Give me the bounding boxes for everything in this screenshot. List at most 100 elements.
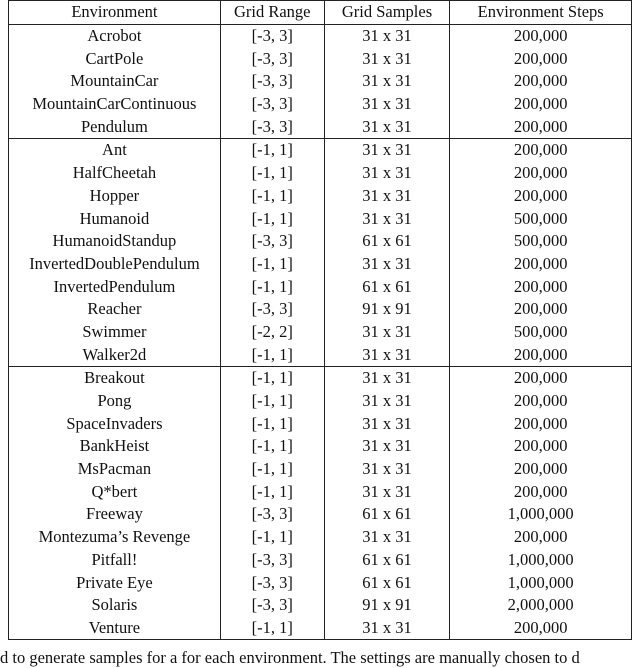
header-row: Environment Grid Range Grid Samples Envi…: [8, 0, 632, 25]
grid-range-cell: [-3, 3]: [219, 571, 325, 594]
table-row: MountainCarContinuous [-3, 3] 31 x 31 200,0…: [8, 92, 632, 116]
caption-text: d to generate samples for a for each env…: [0, 648, 580, 667]
table-row: Solaris [-3, 3] 91 x 91 2,000,000: [8, 593, 632, 617]
environment-cell: MountainCarContinuous: [8, 92, 221, 116]
grid-samples-cell: 31 x 31: [323, 457, 451, 481]
environment-steps-cell: 200,000: [449, 389, 632, 413]
table-row: Private Eye [-3, 3] 61 x 61 1,000,000: [8, 571, 632, 594]
environment-steps-cell: 500,000: [449, 320, 632, 344]
grid-samples-cell: 31 x 31: [323, 616, 451, 641]
table-row: Reacher [-3, 3] 91 x 91 200,000: [8, 297, 632, 321]
environment-cell: HalfCheetah: [8, 161, 221, 185]
grid-samples-cell: 31 x 31: [323, 161, 451, 185]
environment-steps-cell: 200,000: [449, 252, 632, 276]
environment-steps-cell: 200,000: [449, 525, 632, 549]
grid-range-cell: [-1, 1]: [219, 480, 325, 504]
environment-cell: SpaceInvaders: [8, 412, 221, 436]
environment-cell: Ant: [8, 138, 221, 162]
environment-cell: Acrobot: [8, 23, 221, 48]
table-row: InvertedDoublePendulum [-1, 1] 31 x 31 200,…: [8, 252, 632, 276]
grid-samples-cell: 31 x 31: [323, 207, 451, 230]
environment-cell: Solaris: [8, 593, 221, 617]
environment-steps-cell: 200,000: [449, 23, 632, 48]
environment-cell: Pendulum: [8, 115, 221, 139]
grid-range-cell: [-3, 3]: [219, 548, 325, 572]
table-row: Walker2d [-1, 1] 31 x 31 200,000: [8, 343, 632, 367]
environment-steps-cell: 500,000: [449, 229, 632, 253]
group-atari: Breakout [-1, 1] 31 x 31 200,000 Pong [-1, 1]…: [8, 365, 632, 641]
grid-range-cell: [-1, 1]: [219, 252, 325, 276]
grid-range-cell: [-3, 3]: [219, 115, 325, 139]
grid-samples-cell: 31 x 31: [323, 252, 451, 276]
environment-steps-cell: 200,000: [449, 480, 632, 504]
environment-cell: Humanoid: [8, 207, 221, 230]
table-row: MsPacman [-1, 1] 31 x 31 200,000: [8, 457, 632, 481]
table-row: Freeway [-3, 3] 61 x 61 1,000,000: [8, 503, 632, 526]
grid-range-cell: [-3, 3]: [219, 229, 325, 253]
grid-samples-cell: 31 x 31: [323, 320, 451, 344]
environment-steps-cell: 200,000: [449, 297, 632, 321]
table-row: HumanoidStandup [-3, 3] 61 x 61 500,000: [8, 229, 632, 253]
grid-range-cell: [-1, 1]: [219, 412, 325, 436]
grid-samples-cell: 31 x 31: [323, 343, 451, 367]
environment-cell: BankHeist: [8, 435, 221, 458]
table-row: Breakout [-1, 1] 31 x 31 200,000: [8, 365, 632, 390]
environment-cell: Swimmer: [8, 320, 221, 344]
environment-steps-cell: 200,000: [449, 412, 632, 436]
grid-range-cell: [-3, 3]: [219, 70, 325, 93]
environment-cell: HumanoidStandup: [8, 229, 221, 253]
environment-steps-cell: 200,000: [449, 70, 632, 93]
group-classic-control: Acrobot [-3, 3] 31 x 31 200,000 CartPole [-3,…: [8, 23, 632, 139]
table-row: Pitfall! [-3, 3] 61 x 61 1,000,000: [8, 548, 632, 572]
header-environment-steps: Environment Steps: [449, 0, 632, 25]
grid-range-cell: [-3, 3]: [219, 503, 325, 526]
grid-range-cell: [-1, 1]: [219, 389, 325, 413]
grid-samples-cell: 31 x 31: [323, 389, 451, 413]
environment-steps-cell: 2,000,000: [449, 593, 632, 617]
grid-range-cell: [-1, 1]: [219, 161, 325, 185]
grid-samples-cell: 61 x 61: [323, 548, 451, 572]
environment-steps-cell: 200,000: [449, 161, 632, 185]
grid-range-cell: [-1, 1]: [219, 184, 325, 208]
header-grid-range: Grid Range: [219, 0, 325, 25]
grid-range-cell: [-1, 1]: [219, 275, 325, 298]
table-row: Pong [-1, 1] 31 x 31 200,000: [8, 389, 632, 413]
table-row: Ant [-1, 1] 31 x 31 200,000: [8, 138, 632, 162]
grid-samples-cell: 61 x 61: [323, 571, 451, 594]
table-row: Hopper [-1, 1] 31 x 31 200,000: [8, 184, 632, 208]
grid-samples-cell: 31 x 31: [323, 480, 451, 504]
grid-range-cell: [-3, 3]: [219, 297, 325, 321]
table-row: Pendulum [-3, 3] 31 x 31 200,000: [8, 115, 632, 139]
table-row: MountainCar [-3, 3] 31 x 31 200,000: [8, 70, 632, 93]
environment-steps-cell: 200,000: [449, 184, 632, 208]
grid-samples-cell: 61 x 61: [323, 275, 451, 298]
environment-steps-cell: 200,000: [449, 47, 632, 71]
environment-cell: Venture: [8, 616, 221, 641]
grid-samples-cell: 31 x 31: [323, 412, 451, 436]
table-row: Q*bert [-1, 1] 31 x 31 200,000: [8, 480, 632, 504]
environment-steps-cell: 200,000: [449, 616, 632, 641]
grid-samples-cell: 31 x 31: [323, 23, 451, 48]
environment-settings-table: Environment Grid Range Grid Samples Envi…: [8, 0, 632, 641]
table-row: SpaceInvaders [-1, 1] 31 x 31 200,000: [8, 412, 632, 436]
grid-range-cell: [-3, 3]: [219, 23, 325, 48]
header-environment: Environment: [8, 0, 221, 25]
environment-cell: Reacher: [8, 297, 221, 321]
table-row: Acrobot [-3, 3] 31 x 31 200,000: [8, 23, 632, 48]
environment-steps-cell: 200,000: [449, 343, 632, 367]
table-row: InvertedPendulum [-1, 1] 61 x 61 200,000: [8, 275, 632, 298]
environment-cell: CartPole: [8, 47, 221, 71]
environment-cell: Montezuma’s Revenge: [8, 525, 221, 549]
grid-range-cell: [-1, 1]: [219, 616, 325, 641]
environment-steps-cell: 500,000: [449, 207, 632, 230]
environment-steps-cell: 200,000: [449, 115, 632, 139]
environment-cell: Pong: [8, 389, 221, 413]
environment-cell: Private Eye: [8, 571, 221, 594]
grid-samples-cell: 91 x 91: [323, 593, 451, 617]
grid-samples-cell: 31 x 31: [323, 138, 451, 162]
grid-samples-cell: 31 x 31: [323, 525, 451, 549]
table-row: CartPole [-3, 3] 31 x 31 200,000: [8, 47, 632, 71]
grid-range-cell: [-1, 1]: [219, 343, 325, 367]
environment-cell: Hopper: [8, 184, 221, 208]
environment-cell: Walker2d: [8, 343, 221, 367]
